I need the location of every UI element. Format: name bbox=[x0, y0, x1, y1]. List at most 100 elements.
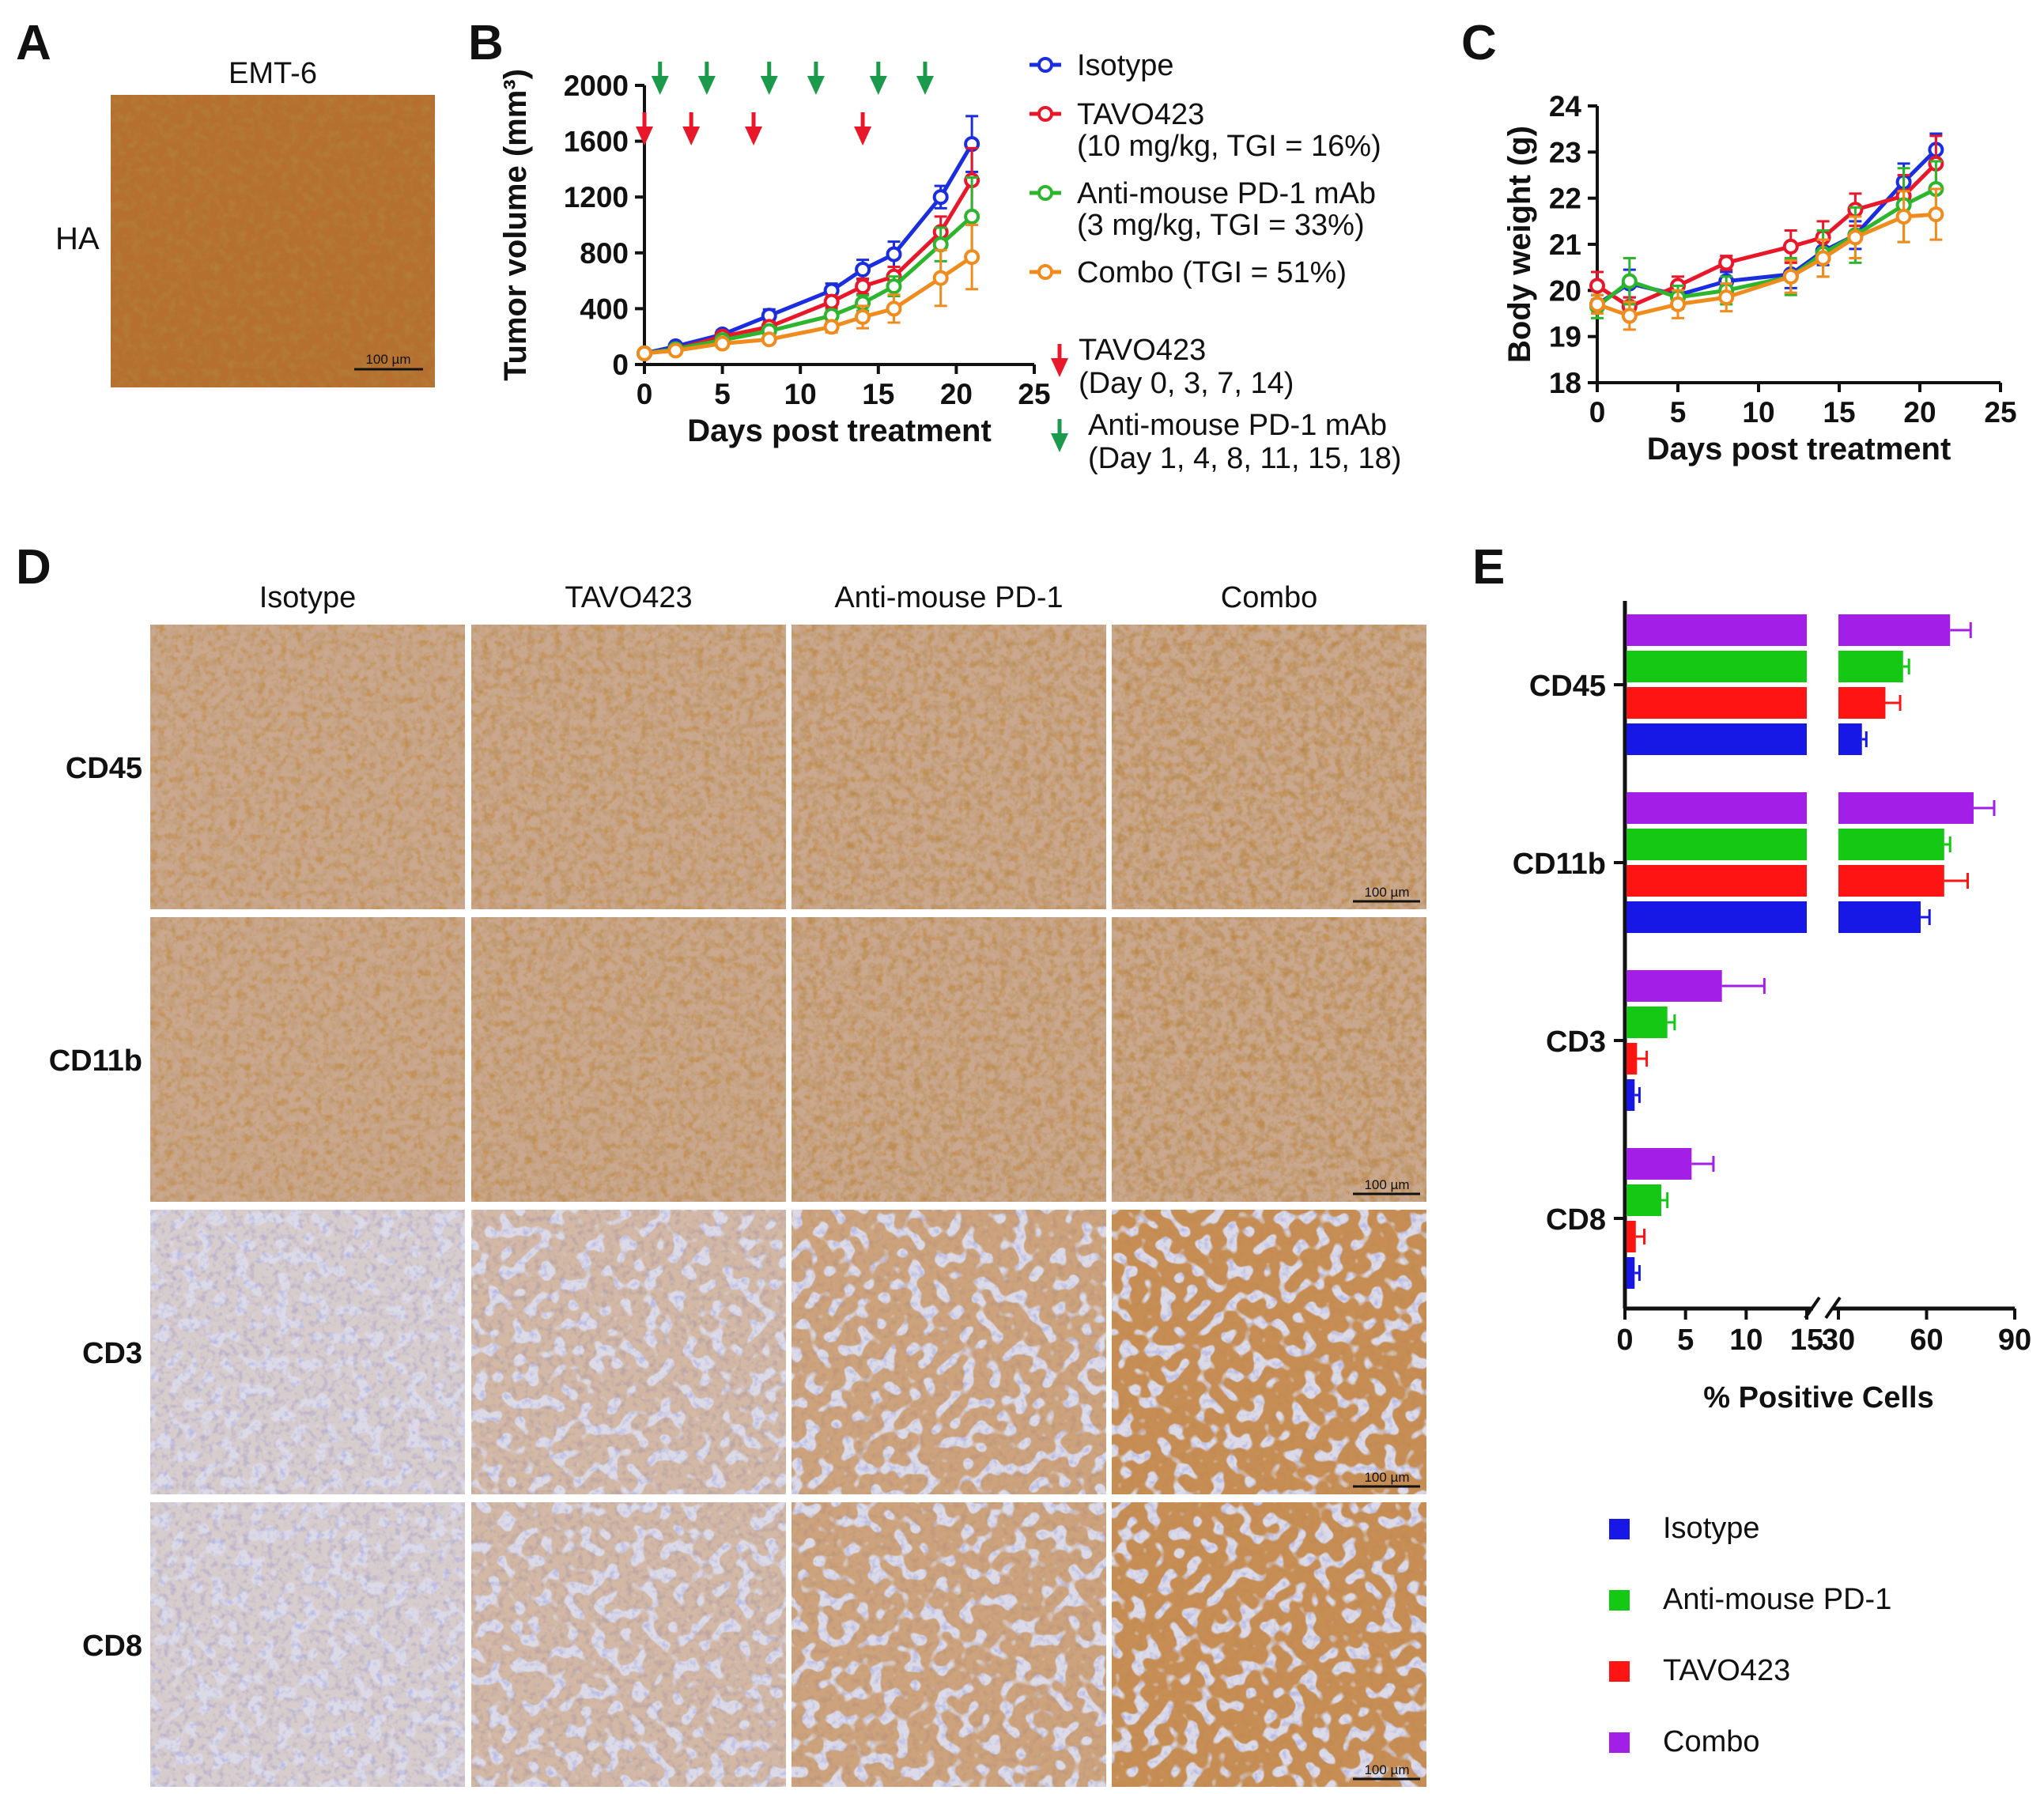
data-point bbox=[1589, 278, 1605, 294]
data-point bbox=[637, 345, 652, 361]
pd1-dose-arrow bbox=[807, 62, 825, 95]
legend-item-combo: Combo bbox=[1609, 1725, 1760, 1758]
bar-segment bbox=[1838, 614, 1951, 646]
row-title-cd11b: CD11b bbox=[49, 1044, 142, 1078]
bar-segment bbox=[1627, 901, 1807, 933]
scale-bar-label: 100 µm bbox=[1364, 885, 1409, 900]
panel-label-e: E bbox=[1472, 540, 1505, 595]
data-point bbox=[1847, 229, 1864, 246]
series-anti-mouse-pd-1-mab bbox=[1589, 160, 1944, 319]
y-tick-label: 20 bbox=[1549, 274, 1581, 307]
data-point bbox=[1670, 296, 1686, 312]
bar-cd45-combo bbox=[1627, 614, 1972, 646]
bar-cd3-tavo423 bbox=[1627, 1043, 1649, 1075]
data-point bbox=[1895, 209, 1912, 225]
legend-text: Anti-mouse PD-1 mAb bbox=[1088, 409, 1387, 442]
panel-label-c: C bbox=[1461, 16, 1497, 70]
tavo423-dose-arrow bbox=[682, 112, 701, 145]
x-tick-label: 25 bbox=[1984, 396, 2016, 429]
x-tick-label: 15 bbox=[862, 378, 894, 410]
ihc-image-cd11b-combo: 100 µm bbox=[1112, 917, 1426, 1202]
legend-marker bbox=[1037, 106, 1053, 122]
legend-item-anti-mouse-pd-1-mab: Anti-mouse PD-1 mAb(3 mg/kg, TGI = 33%) bbox=[1030, 177, 1376, 242]
panel-d: D Isotype TAVO423 Anti-mouse PD-1 Combo CD45… bbox=[16, 540, 1426, 1787]
data-point bbox=[667, 342, 684, 359]
stain-texture bbox=[150, 625, 465, 909]
y-axis-label: Body weight (g) bbox=[1502, 126, 1537, 363]
arrow-head bbox=[1051, 358, 1068, 377]
bar-cd3-combo bbox=[1627, 970, 1766, 1002]
data-point bbox=[1928, 206, 1944, 223]
legend-item-tavo423: TAVO423(10 mg/kg, TGI = 16%) bbox=[1030, 98, 1381, 163]
y-tick-label: 1200 bbox=[564, 181, 629, 213]
bar-segment bbox=[1838, 865, 1944, 897]
ihc-image-cd3-tavo423 bbox=[471, 1210, 786, 1494]
ihc-image-cd8-combo: 100 µm bbox=[1112, 1502, 1426, 1787]
x-tick-label: 30 bbox=[1822, 1324, 1855, 1357]
column-title-isotype: Isotype bbox=[259, 581, 357, 614]
bar-segment bbox=[1838, 651, 1903, 682]
tumor-volume-chart: 0 5 10 15 20 25 0 400 800 1200 1600 2000 Days post t… bbox=[498, 62, 1051, 448]
stain-dots bbox=[150, 1210, 465, 1494]
data-point bbox=[855, 261, 871, 278]
x-tick-label: 15 bbox=[1823, 396, 1855, 429]
data-point bbox=[886, 300, 902, 317]
legend-item-combo: Combo (TGI = 51%) bbox=[1030, 256, 1347, 289]
y-tick-label: 19 bbox=[1549, 321, 1581, 353]
bar-segment bbox=[1838, 792, 1974, 824]
legend-text: (Day 0, 3, 7, 14) bbox=[1079, 367, 1294, 400]
data-point bbox=[964, 249, 980, 266]
ihc-image-cd11b-tavo423 bbox=[471, 917, 786, 1202]
legend-dose-arrow bbox=[1051, 344, 1068, 377]
arrow-head bbox=[636, 127, 653, 145]
body-weight-chart: 0 5 10 15 20 25 18 19 20 21 22 23 24 Days post treatm… bbox=[1502, 90, 2017, 466]
x-tick-label: 0 bbox=[1589, 396, 1606, 429]
arrow-head bbox=[745, 127, 763, 145]
column-title-combo: Combo bbox=[1221, 581, 1318, 614]
legend-item-anti-mouse-pd-1: Anti-mouse PD-1 bbox=[1609, 1583, 1891, 1616]
bar-cd8-tavo423 bbox=[1627, 1221, 1646, 1252]
bar-cd45-tavo423 bbox=[1627, 687, 1902, 719]
arrow-head bbox=[651, 76, 669, 95]
data-point bbox=[714, 335, 731, 352]
arrow-head bbox=[916, 76, 934, 95]
ihc-image-cd11b-isotype bbox=[150, 917, 465, 1202]
legend-text: (10 mg/kg, TGI = 16%) bbox=[1077, 130, 1381, 163]
ihc-image-cd45-isotype bbox=[150, 625, 465, 909]
panel-a-micrograph bbox=[111, 95, 435, 387]
pd1-dose-arrow bbox=[697, 62, 716, 95]
stain-texture bbox=[1112, 917, 1426, 1202]
stain-dots bbox=[471, 1210, 786, 1494]
bar-cd11b-anti-mouse-pd-1 bbox=[1627, 829, 1951, 860]
bar bbox=[1627, 1221, 1636, 1252]
data-point bbox=[1589, 296, 1605, 312]
pd1-dose-arrow bbox=[651, 62, 669, 95]
legend-swatch bbox=[1609, 1661, 1630, 1682]
bar-cd45-isotype bbox=[1627, 723, 1868, 755]
arrow-head bbox=[854, 127, 872, 145]
x-tick-label: 60 bbox=[1910, 1324, 1943, 1357]
x-tick-label: 25 bbox=[1018, 378, 1050, 410]
data-point bbox=[823, 319, 840, 335]
stain-dots bbox=[150, 1502, 465, 1787]
legend-marker bbox=[1037, 57, 1053, 73]
x-tick-label: 0 bbox=[637, 378, 653, 410]
data-point bbox=[1718, 255, 1735, 271]
ihc-image-cd8-tavo423 bbox=[471, 1502, 786, 1787]
legend-text: Isotype bbox=[1663, 1512, 1760, 1545]
bar-segment bbox=[1627, 651, 1807, 682]
legend-text: Anti-mouse PD-1 bbox=[1663, 1583, 1891, 1616]
bar bbox=[1627, 1007, 1668, 1038]
panel-label-a: A bbox=[16, 16, 51, 70]
x-tick-label: 20 bbox=[940, 378, 973, 410]
bar-segment bbox=[1627, 865, 1807, 897]
legend-item-tavo423: TAVO423 bbox=[1609, 1654, 1790, 1687]
bar-segment bbox=[1838, 723, 1862, 755]
x-tick-label: 10 bbox=[784, 378, 817, 410]
legend-text: TAVO423 bbox=[1077, 98, 1204, 131]
y-tick-label: 18 bbox=[1549, 367, 1581, 399]
row-title-cd3: CD3 bbox=[82, 1337, 142, 1370]
scale-bar-label: 100 µm bbox=[1364, 1470, 1409, 1485]
